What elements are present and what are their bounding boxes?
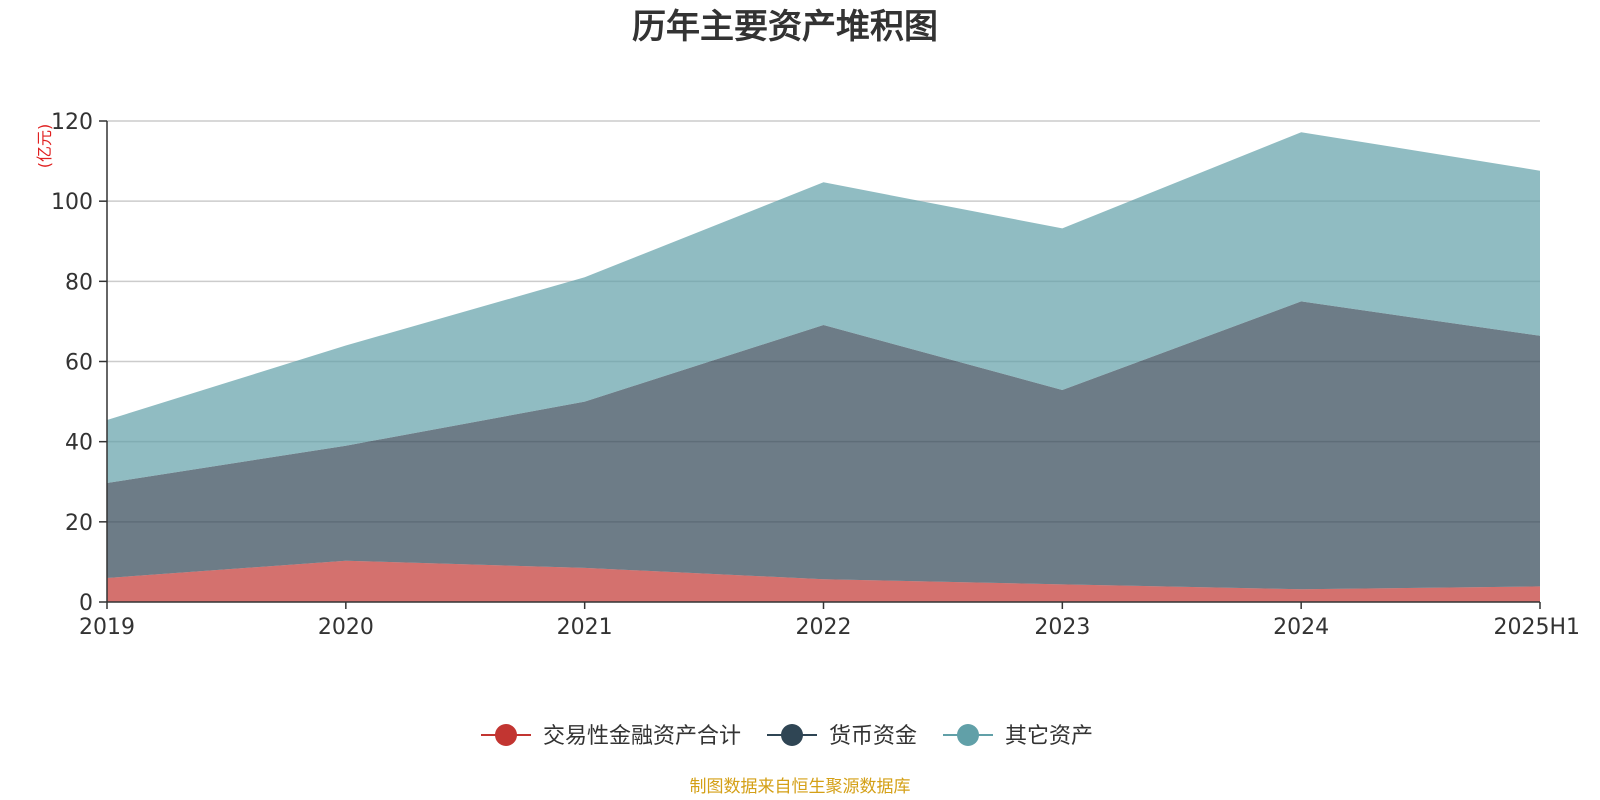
chart-title: 历年主要资产堆积图	[632, 7, 938, 47]
series-area-2	[107, 132, 1540, 483]
legend-item-1[interactable]: 货币资金	[767, 724, 917, 749]
x-tick-label-2020: 2020	[318, 615, 374, 640]
legend-label-0: 交易性金融资产合计	[543, 724, 741, 749]
legend-marker-0	[495, 724, 517, 746]
series-areas	[107, 132, 1540, 602]
series-area-0	[107, 560, 1540, 602]
legend-marker-1	[781, 724, 803, 746]
y-tick-label-120: 120	[51, 110, 93, 135]
x-tick-label-2025H1: 2025H1	[1493, 615, 1580, 640]
legend-label-2: 其它资产	[1005, 724, 1093, 749]
legend-item-2[interactable]: 其它资产	[943, 724, 1093, 749]
series-area-1	[107, 301, 1540, 590]
y-tick-label-20: 20	[65, 511, 93, 536]
y-tick-label-80: 80	[65, 270, 93, 295]
y-tick-label-0: 0	[79, 591, 93, 616]
y-tick-label-60: 60	[65, 351, 93, 376]
y-axis-unit: (亿元)	[35, 124, 54, 169]
legend-item-0[interactable]: 交易性金融资产合计	[481, 724, 741, 749]
legend-marker-2	[957, 724, 979, 746]
x-tick-label-2019: 2019	[79, 615, 135, 640]
x-tick-label-2024: 2024	[1273, 615, 1329, 640]
legend: 交易性金融资产合计 货币资金 其它资产	[481, 724, 1093, 749]
x-tick-label-2022: 2022	[796, 615, 852, 640]
y-tick-label-100: 100	[51, 190, 93, 215]
source-note: 制图数据来自恒生聚源数据库	[690, 777, 911, 797]
axes: 0 20 40 60 80 100 120 2019 2020 2021 2022 2023 2024 2…	[51, 110, 1580, 640]
x-tick-label-2023: 2023	[1034, 615, 1090, 640]
legend-label-1: 货币资金	[829, 724, 917, 749]
y-tick-label-40: 40	[65, 431, 93, 456]
x-tick-label-2021: 2021	[557, 615, 613, 640]
